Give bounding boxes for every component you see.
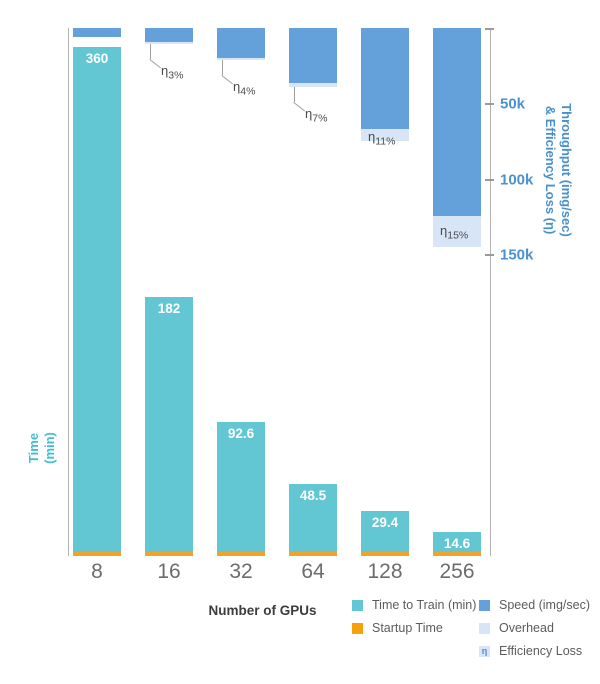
startup-time-bar bbox=[433, 552, 481, 557]
axis-tick-label: 150k bbox=[500, 246, 534, 264]
x-tick-label: 8 bbox=[91, 560, 103, 583]
efficiency-loss-label: η4% bbox=[233, 78, 256, 98]
eta-connector-line bbox=[221, 74, 234, 85]
bar-value-label: 360 bbox=[85, 51, 109, 66]
eta-symbol: η bbox=[161, 63, 169, 79]
bar-value-label: 14.6 bbox=[443, 535, 471, 551]
left-axis-title-line2: (min) bbox=[42, 432, 57, 464]
axis-tick-mark bbox=[485, 103, 494, 106]
right-axis-title: Throughput (img/sec) & Efficiency Loss (… bbox=[540, 80, 574, 260]
axis-tick-label: 100k bbox=[500, 171, 534, 189]
bar-value-label: 48.5 bbox=[299, 487, 327, 503]
right-axis-line bbox=[490, 28, 491, 556]
time-to-train-bar bbox=[217, 422, 265, 552]
speed-bar bbox=[433, 28, 481, 216]
eta-connector-line bbox=[222, 59, 223, 75]
x-tick-label: 16 bbox=[157, 560, 181, 583]
time-to-train-bar bbox=[289, 483, 337, 552]
left-axis-line bbox=[68, 28, 69, 556]
overhead-bar bbox=[145, 42, 193, 45]
efficiency-loss-label: η11% bbox=[368, 129, 396, 148]
eta-connector-line bbox=[149, 59, 162, 69]
legend-swatch bbox=[352, 599, 363, 611]
legend-item: Overhead bbox=[479, 621, 590, 635]
time-to-train-bar bbox=[361, 510, 409, 552]
legend-label: Efficiency Loss bbox=[499, 644, 583, 658]
eta-symbol: η bbox=[440, 222, 448, 238]
legend-column-1: Time to Train (min) Startup Time bbox=[352, 598, 476, 635]
legend-item: η Efficiency Loss bbox=[479, 644, 590, 658]
time-to-train-bar bbox=[433, 531, 481, 552]
axis-tick-mark bbox=[485, 28, 494, 30]
speed-bar bbox=[73, 28, 121, 38]
eta-connector-line bbox=[294, 87, 295, 103]
legend-item: Time to Train (min) bbox=[352, 598, 476, 612]
time-to-train-bar bbox=[145, 296, 193, 552]
legend-swatch bbox=[479, 599, 490, 611]
time-to-train-bar bbox=[73, 47, 121, 552]
startup-time-bar bbox=[289, 552, 337, 557]
overhead-bar bbox=[433, 215, 481, 247]
left-axis-title: Time (min) bbox=[26, 408, 58, 488]
bar-value-label: 182 bbox=[157, 300, 181, 316]
speed-bar bbox=[145, 28, 193, 43]
efficiency-loss-label: η7% bbox=[305, 106, 328, 125]
efficiency-loss-label: η15% bbox=[440, 222, 469, 242]
legend-column-2: Speed (img/sec) Overhead η Efficiency Loss bbox=[479, 598, 590, 658]
right-axis-title-line2: & Efficiency Loss (η) bbox=[543, 105, 558, 235]
legend-label: Overhead bbox=[499, 621, 554, 635]
eta-connector-line bbox=[293, 102, 306, 112]
legend-swatch bbox=[479, 622, 490, 634]
startup-time-bar bbox=[217, 552, 265, 557]
legend-label: Speed (img/sec) bbox=[499, 598, 591, 612]
axis-tick-mark bbox=[485, 254, 494, 256]
speed-bar bbox=[361, 28, 409, 130]
bar-value-label: 92.6 bbox=[227, 426, 255, 442]
eta-connector-line bbox=[150, 44, 151, 60]
left-axis-title-line1: Time bbox=[26, 432, 41, 464]
legend-item: Startup Time bbox=[352, 621, 476, 635]
bar-value-label: 29.4 bbox=[371, 514, 399, 530]
efficiency-loss-label: η3% bbox=[161, 63, 184, 82]
eta-symbol: η bbox=[368, 129, 376, 145]
overhead-bar bbox=[289, 83, 337, 88]
speed-bar bbox=[217, 28, 265, 58]
startup-time-bar bbox=[73, 552, 121, 557]
speed-bar bbox=[289, 28, 337, 84]
x-tick-label: 256 bbox=[439, 560, 475, 583]
efficiency-loss-swatch: η bbox=[479, 645, 490, 657]
legend-label: Startup Time bbox=[372, 621, 443, 635]
x-tick-label: 32 bbox=[229, 560, 253, 583]
right-axis-title-line1: Throughput (img/sec) bbox=[559, 103, 574, 237]
axis-tick-mark bbox=[485, 178, 494, 181]
overhead-bar bbox=[217, 57, 265, 60]
startup-time-bar bbox=[145, 552, 193, 557]
eta-symbol: η bbox=[233, 78, 241, 94]
startup-time-bar bbox=[361, 552, 409, 557]
overhead-bar bbox=[361, 129, 409, 142]
x-tick-label: 128 bbox=[367, 560, 403, 583]
axis-tick-label: 50k bbox=[500, 95, 526, 113]
x-tick-label: 64 bbox=[301, 560, 325, 583]
eta-symbol: η bbox=[305, 106, 313, 122]
legend-item: Speed (img/sec) bbox=[479, 598, 590, 612]
legend-label: Time to Train (min) bbox=[372, 598, 477, 612]
x-axis-title: Number of GPUs bbox=[208, 603, 317, 618]
legend-swatch bbox=[352, 622, 363, 634]
